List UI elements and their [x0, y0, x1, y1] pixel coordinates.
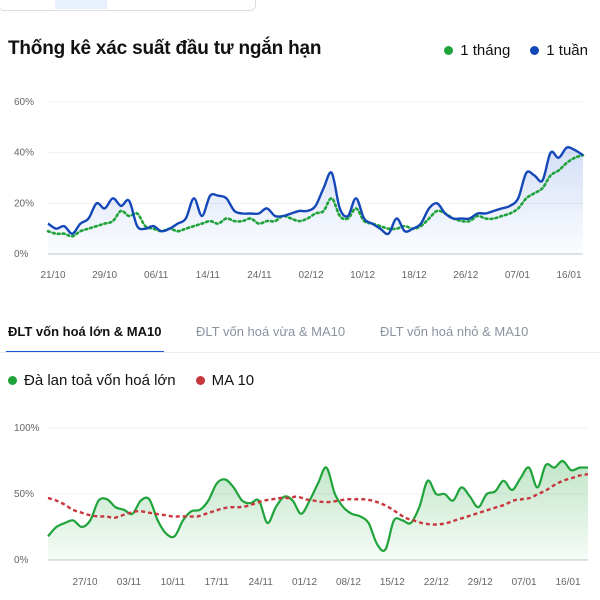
- y-tick-label: 0%: [14, 555, 29, 566]
- y-tick-label: 100%: [14, 423, 40, 434]
- legend-dot-blue: [530, 46, 540, 55]
- x-tick-label: 22/12: [424, 577, 449, 588]
- legend-item-1-tuan[interactable]: 1 tuần: [530, 42, 588, 59]
- x-tick-label: 27/10: [72, 577, 97, 588]
- x-tick-label: 07/01: [512, 577, 537, 588]
- series-line-ma10: [47, 473, 589, 526]
- x-tick-label: 14/11: [196, 270, 221, 281]
- legend-label: 1 tháng: [460, 42, 511, 59]
- y-tick-label: 50%: [14, 489, 34, 500]
- x-tick-label: 26/12: [453, 270, 478, 281]
- legend-dot-red: [195, 376, 205, 385]
- series-line-1-tuan: [47, 146, 584, 236]
- x-tick-label: 16/01: [556, 270, 581, 281]
- legend-dot-green: [8, 376, 17, 385]
- y-tick-label: 60%: [14, 97, 34, 108]
- x-tick-label: 10/12: [350, 270, 375, 281]
- series-line-1-thang: [46, 153, 585, 238]
- x-tick-label: 10/11: [161, 577, 186, 588]
- tab-mid-cap[interactable]: ĐLT vốn hoá vừa & MA10: [196, 324, 346, 339]
- x-tick-label: 29/10: [92, 270, 117, 281]
- page-title: Thống kê xác suất đầu tư ngắn hạn: [8, 38, 322, 59]
- x-tick-label: 15/12: [380, 577, 405, 588]
- legend-item-1-thang[interactable]: 1 tháng: [444, 42, 510, 59]
- legend-label: 1 tuần: [546, 42, 588, 59]
- top-tab-bar: [0, 0, 256, 11]
- x-tick-label: 08/12: [336, 577, 361, 588]
- tab-bar: ĐLT vốn hoá lớn & MA10 ĐLT vốn hoá vừa &…: [0, 320, 600, 354]
- series-area-1-tuan: [48, 147, 583, 254]
- chart1-svg: 0% 20% 40% 60% 21/10 29/10 06/11 14/11 24/11 02/1…: [14, 97, 585, 281]
- x-tick-label: 17/11: [205, 577, 230, 588]
- chart1-legend: 1 tháng 1 tuần: [444, 42, 588, 59]
- legend-label: MA 10: [211, 372, 255, 389]
- x-tick-label: 07/01: [505, 270, 530, 281]
- x-tick-label: 24/11: [247, 270, 272, 281]
- series-line-da-lan-toa: [47, 459, 589, 552]
- x-tick-label: 21/10: [40, 270, 65, 281]
- x-tick-label: 24/11: [248, 577, 273, 588]
- y-tick-label: 40%: [14, 148, 34, 159]
- x-tick-label: 16/01: [555, 577, 580, 588]
- x-tick-label: 02/12: [298, 270, 323, 281]
- tab-large-cap[interactable]: ĐLT vốn hoá lớn & MA10: [8, 324, 162, 339]
- x-tick-label: 29/12: [468, 577, 493, 588]
- top-tab-active[interactable]: [55, 0, 107, 9]
- tabs-divider: [0, 352, 600, 353]
- y-tick-label: 0%: [14, 249, 29, 260]
- x-tick-label: 03/11: [117, 577, 142, 588]
- x-tick-label: 06/11: [144, 270, 169, 281]
- x-tick-label: 18/12: [402, 270, 427, 281]
- legend-dot-green: [444, 46, 454, 55]
- legend-label: Đà lan toả vốn hoá lớn: [24, 372, 176, 389]
- series-area-da-lan-toa: [48, 460, 588, 560]
- y-tick-label: 20%: [14, 198, 34, 209]
- tab-small-cap[interactable]: ĐLT vốn hoá nhỏ & MA10: [380, 324, 529, 339]
- legend-item-da-lan-toa[interactable]: Đà lan toả vốn hoá lớn: [8, 372, 176, 389]
- chart2-legend: Đà lan toả vốn hoá lớn MA 10: [8, 372, 254, 389]
- chart2-svg: 0% 50% 100% 27/10 03/11 10/11 17/11 24/11 01/12 0…: [14, 423, 589, 588]
- legend-item-ma10[interactable]: MA 10: [195, 372, 255, 389]
- x-tick-label: 01/12: [292, 577, 317, 588]
